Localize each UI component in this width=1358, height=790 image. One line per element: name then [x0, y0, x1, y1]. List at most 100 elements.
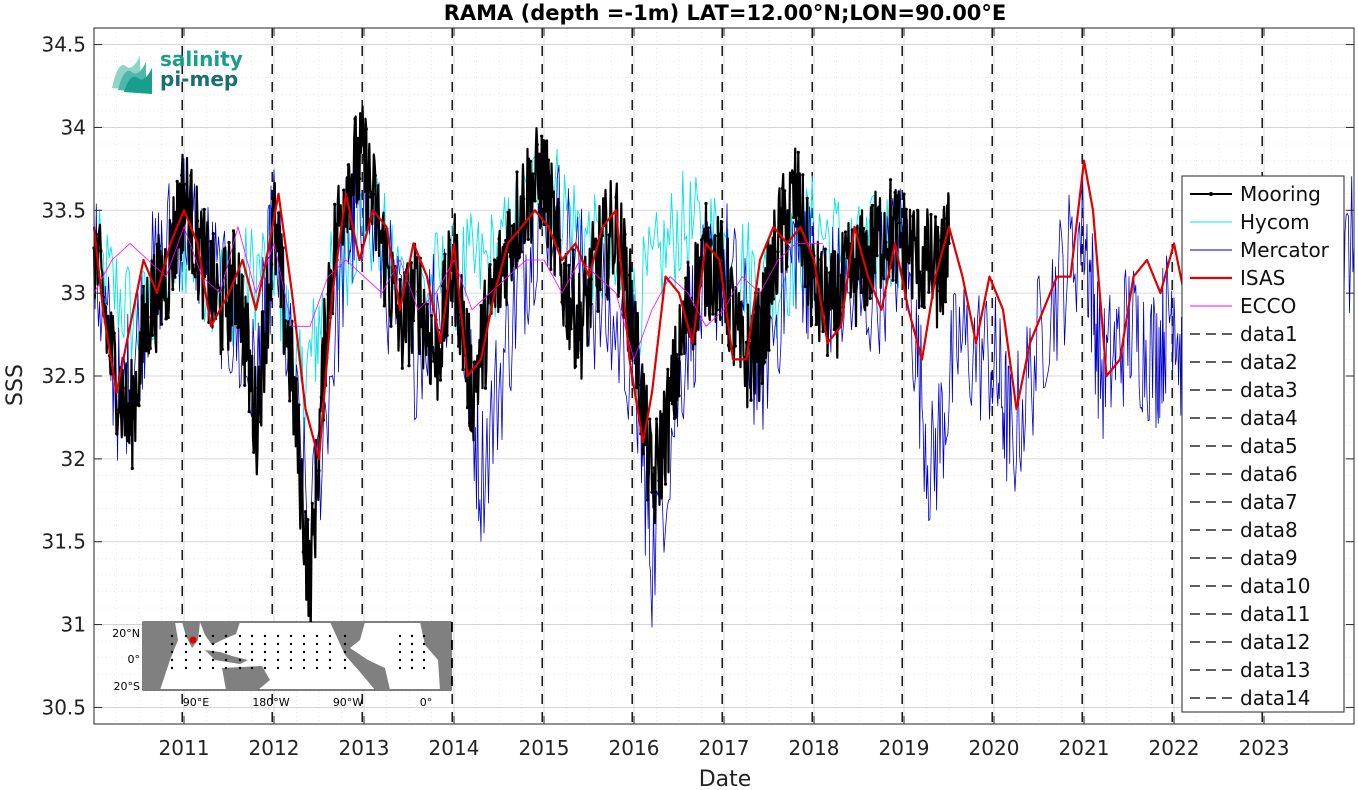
- inset-buoy: [328, 634, 332, 638]
- legend-entry: data1: [1240, 322, 1298, 346]
- mooring-point: [261, 310, 265, 314]
- inset-buoy: [343, 666, 347, 670]
- mooring-point: [688, 299, 692, 303]
- mooring-point: [760, 381, 764, 386]
- inset-buoy: [398, 634, 402, 638]
- mooring-point: [580, 320, 584, 324]
- mooring-point: [360, 135, 364, 139]
- inset-buoy: [422, 666, 426, 670]
- mooring-point: [740, 332, 744, 337]
- inset-buoy: [170, 642, 174, 646]
- mooring-point: [301, 550, 305, 554]
- inset-buoy: [328, 666, 332, 670]
- mooring-point: [270, 262, 274, 266]
- mooring-point: [805, 196, 809, 200]
- inset-buoy: [238, 642, 242, 646]
- inset-buoy: [343, 642, 347, 646]
- mooring-point: [414, 265, 418, 270]
- mooring-point: [114, 431, 119, 436]
- mooring-point: [711, 312, 715, 316]
- mooring-point: [801, 173, 805, 177]
- mooring-point: [310, 501, 314, 505]
- mooring-point: [249, 389, 254, 393]
- inset-buoy: [263, 634, 267, 638]
- mooring-point: [693, 342, 697, 346]
- mooring-point: [312, 530, 317, 534]
- inset-buoy: [302, 666, 306, 670]
- mooring-point: [438, 378, 443, 382]
- mooring-point: [162, 294, 166, 298]
- inset-buoy: [184, 642, 188, 646]
- mooring-point: [474, 389, 479, 393]
- y-tick-label: 34: [61, 115, 86, 139]
- inset-buoy: [302, 642, 306, 646]
- mooring-point: [344, 224, 348, 228]
- mooring-point: [573, 364, 578, 368]
- mooring-point: [267, 287, 272, 291]
- mooring-point: [450, 298, 454, 302]
- mooring-point: [893, 190, 897, 195]
- series-line-isas: [92, 159, 1230, 460]
- mooring-point: [254, 443, 258, 447]
- mooring-point: [864, 232, 868, 236]
- mooring-point: [776, 250, 780, 254]
- mooring-point: [868, 296, 872, 300]
- inset-buoy: [343, 650, 347, 654]
- mooring-point: [306, 518, 310, 522]
- mooring-point: [488, 263, 492, 267]
- mooring-point: [515, 170, 519, 174]
- inset-buoy: [224, 658, 228, 662]
- mooring-point: [209, 239, 213, 244]
- mooring-point: [798, 234, 803, 239]
- x-ticks: 2011 2012 2013 2014 2015 2016 2017 2018 2019 2020…: [159, 28, 1289, 760]
- mooring-point: [944, 300, 948, 304]
- inset-buoy: [224, 650, 228, 654]
- inset-buoy: [315, 666, 319, 670]
- x-tick-label: 2013: [339, 736, 390, 760]
- inset-ylabel-20s: 20°S: [114, 680, 140, 693]
- inset-buoy: [410, 642, 414, 646]
- mooring-point: [684, 276, 688, 280]
- mooring-point: [234, 322, 238, 326]
- mooring-point: [614, 195, 618, 199]
- mooring-point: [200, 227, 204, 231]
- inset-buoy: [250, 658, 254, 662]
- legend-entry: ISAS: [1240, 266, 1285, 290]
- mooring-point: [411, 319, 416, 323]
- mooring-point: [825, 353, 830, 357]
- inset-buoy: [276, 666, 280, 670]
- mooring-point: [627, 273, 632, 277]
- legend-items: Mooring Hycom Mercator ISAS ECCO data1 data2 da…: [1190, 182, 1330, 710]
- inset-buoy: [250, 634, 254, 638]
- mooring-point: [886, 254, 890, 258]
- mooring-point: [99, 249, 103, 253]
- mooring-point: [533, 199, 537, 203]
- mooring-point: [708, 238, 713, 242]
- inset-buoy: [211, 642, 215, 646]
- mooring-point: [470, 429, 474, 433]
- inset-buoy: [328, 650, 332, 654]
- inset-buoy: [289, 642, 293, 646]
- mooring-point: [144, 303, 148, 307]
- mooring-point: [168, 225, 173, 229]
- mooring-point: [794, 224, 798, 228]
- mooring-point: [229, 264, 233, 268]
- mooring-point: [263, 332, 267, 336]
- mooring-point: [202, 207, 206, 212]
- mooring-point: [180, 173, 184, 177]
- inset-buoy: [328, 658, 332, 662]
- inset-buoy: [410, 666, 414, 670]
- inset-buoy: [422, 642, 426, 646]
- inset-buoy: [184, 650, 188, 654]
- mooring-point: [371, 192, 375, 196]
- mooring-point: [758, 363, 762, 367]
- x-tick-label: 2014: [429, 736, 480, 760]
- inset-buoy: [224, 666, 228, 670]
- mooring-point: [560, 300, 564, 304]
- inset-buoy: [289, 658, 293, 662]
- mooring-point: [526, 237, 530, 241]
- inset-land-indonesia: [205, 650, 248, 664]
- mooring-point: [936, 225, 940, 229]
- inset-buoy: [211, 650, 215, 654]
